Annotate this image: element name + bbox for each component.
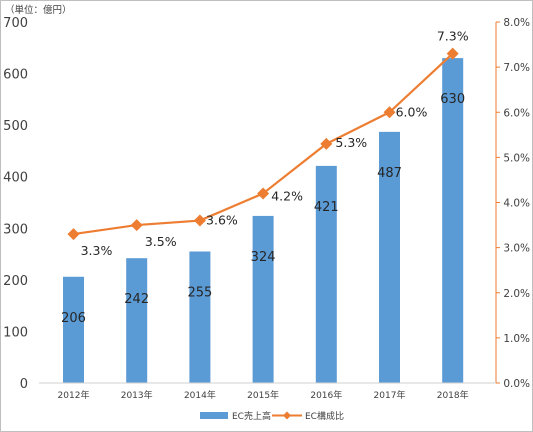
right-tick-label: 0.0% [503, 378, 530, 390]
left-tick-label: 0 [20, 377, 28, 392]
x-tick-label: 2013年 [121, 389, 153, 401]
x-tick-label: 2016年 [310, 389, 342, 401]
line-value-label: 4.2% [271, 188, 303, 203]
x-tick-label: 2014年 [184, 389, 216, 401]
x-tick-label: 2015年 [247, 389, 279, 401]
left-tick-label: 700 [3, 16, 28, 31]
line-marker [446, 47, 459, 60]
right-tick-label: 5.0% [503, 152, 530, 164]
left-tick-label: 600 [3, 68, 28, 83]
right-tick-label: 2.0% [503, 288, 530, 300]
line-value-label: 3.6% [206, 213, 238, 228]
x-tick-label: 2012年 [58, 389, 90, 401]
right-tick-label: 8.0% [503, 17, 530, 29]
right-tick-label: 7.0% [503, 62, 530, 74]
unit-label: （単位：億円） [5, 4, 72, 16]
left-tick-label: 500 [3, 119, 28, 134]
legend-bar-label: EC売上高 [232, 410, 271, 422]
bar [442, 58, 464, 383]
bar-value-label: 324 [251, 250, 276, 265]
legend-line-marker [283, 411, 291, 420]
bar [189, 251, 211, 383]
bar-value-label: 206 [61, 311, 86, 326]
line-marker [257, 187, 270, 200]
bar-value-label: 630 [440, 92, 465, 107]
line-value-label: 7.3% [437, 29, 469, 44]
line-marker [193, 214, 206, 227]
line-value-label: 5.3% [335, 135, 367, 150]
legend-line-label: EC構成比 [305, 410, 344, 422]
bar-value-label: 242 [124, 292, 149, 307]
line-marker [67, 228, 80, 241]
left-axis: 0 100 200 300 400 500 600 700 [3, 16, 28, 392]
line-marker [320, 137, 333, 150]
bar-value-label: 487 [377, 166, 402, 181]
x-tick-label: 2017年 [374, 389, 406, 401]
bar [379, 131, 400, 383]
bar [126, 258, 148, 383]
right-axis: 0.0% 1.0% 2.0% 3.0% 4.0% 5.0% 6.0% 7.0% 8.0% [495, 17, 530, 390]
left-tick-label: 300 [3, 222, 28, 237]
line-value-label: 3.5% [145, 234, 177, 249]
bar-value-label: 421 [314, 200, 339, 215]
legend-bar-swatch [200, 412, 228, 419]
legend: EC売上高 EC構成比 [200, 410, 344, 422]
bar [252, 215, 274, 383]
left-tick-label: 100 [3, 325, 28, 340]
bar [63, 276, 84, 383]
right-tick-label: 3.0% [503, 243, 530, 255]
right-tick-label: 4.0% [503, 198, 530, 210]
line-value-label: 3.3% [81, 243, 113, 258]
bar [315, 165, 337, 383]
line-marker [130, 219, 143, 232]
x-tick-label: 2018年 [437, 389, 469, 401]
line-series: 3.3% 3.5% 3.6% 4.2% 5.3% 6.0% 7.3% [67, 29, 469, 258]
right-tick-label: 1.0% [503, 333, 530, 345]
line-value-label: 6.0% [396, 104, 428, 119]
bar-value-label: 255 [187, 285, 212, 300]
left-tick-label: 400 [3, 171, 28, 186]
line-marker [383, 106, 396, 119]
right-tick-label: 6.0% [503, 107, 530, 119]
left-tick-label: 200 [3, 274, 28, 289]
bar-series: 206 242 255 324 421 487 630 [61, 58, 465, 383]
x-axis: 2012年 2013年 2014年 2015年 2016年 2017年 2018年 [39, 382, 496, 401]
